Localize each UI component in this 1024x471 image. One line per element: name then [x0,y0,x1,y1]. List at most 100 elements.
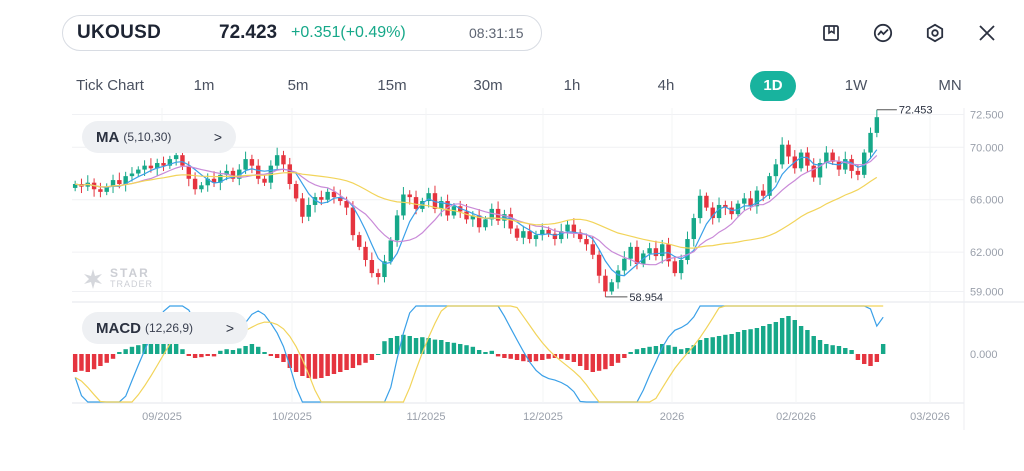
bookmark-icon[interactable] [805,20,857,46]
candle-body [312,197,318,205]
time-tick-label: 02/2026 [776,411,816,423]
tab-1w[interactable]: 1W [844,77,868,94]
candle-body [426,193,431,202]
macd-bar [407,336,412,354]
tab-1d[interactable]: 1D [750,71,796,101]
tab-1m[interactable]: 1m [193,77,215,94]
macd-bar [382,341,387,354]
candle-body [136,169,141,174]
tab-tick-chart[interactable]: Tick Chart [76,77,144,94]
candle-body [262,178,267,183]
price-tick-label: 66.000 [970,195,1004,207]
macd-bar [603,354,608,370]
macd-bar [426,338,431,354]
macd-bar [363,354,368,363]
candle-body [773,164,779,177]
macd-bar [136,345,141,354]
macd-bar [470,346,476,354]
macd-bar [199,354,204,358]
indicator-icon[interactable] [857,20,909,46]
macd-bar [874,354,880,362]
candle-body [691,218,696,240]
macd-bar [723,334,728,354]
close-icon[interactable] [961,20,1013,46]
macd-bar [805,330,810,354]
candle-body [363,246,368,260]
macd-bar [458,344,463,354]
candle-body [590,244,595,255]
macd-bar [584,354,589,370]
timeframe-tabs: Tick Chart 1m 5m 15m 30m 1h 4h 1D 1W MN [62,71,982,101]
candle-body [704,195,709,208]
macd-bar [691,345,696,354]
macd-bar [218,350,223,354]
tab-1h[interactable]: 1h [563,77,581,94]
candle-body [369,260,375,274]
macd-bar [98,354,103,366]
ticker-bar[interactable]: UKOUSD 72.423 +0.351(+0.49%) 08:31:15 [62,15,542,51]
macd-bar [117,352,122,354]
macd-bar [880,344,886,354]
macd-bar [464,345,469,354]
macd-bar [300,354,305,376]
macd-bar [237,348,242,354]
macd-bar [533,354,539,362]
candle-body [817,163,823,178]
tab-4h[interactable]: 4h [657,77,675,94]
tab-15m[interactable]: 15m [377,77,407,94]
candle-body [357,235,362,247]
macd-bar [754,328,760,354]
candle-body [678,260,684,274]
macd-indicator-pill[interactable]: MACD (12,26,9) > [82,312,248,344]
candle-body [710,207,715,219]
macd-bar [420,337,425,354]
candle-body [735,203,741,215]
candle-body [249,159,255,166]
macd-bar [439,340,444,354]
candle-body [786,144,791,157]
candle-body [647,248,652,254]
candle-body [306,204,311,217]
price-tick-label: 72.500 [970,110,1004,122]
ma-indicator-pill[interactable]: MA (5,10,30) > [82,121,236,153]
macd-bar [830,345,835,354]
macd-name: MACD [96,319,141,337]
ma5-line [75,149,878,277]
macd-bar [672,346,678,354]
candle-body [180,155,185,166]
candle-body [237,169,242,179]
candle-body [287,164,292,184]
candle-body [401,194,406,216]
macd-bar [855,354,861,360]
macd-bar [79,354,84,371]
candle-body [508,214,513,229]
candle-body [716,204,722,219]
macd-bar [590,354,595,372]
tab-30m[interactable]: 30m [473,77,503,94]
tab-5m[interactable]: 5m [287,77,309,94]
tab-mn[interactable]: MN [938,77,962,94]
candle-body [761,190,766,196]
macd-bar [192,354,198,358]
macd-bar [710,337,715,354]
candle-body [476,215,482,228]
candle-body [104,186,109,192]
candle-body [407,194,412,198]
candle-body [489,208,494,220]
candle-body [243,159,248,170]
settings-hexagon-icon[interactable] [909,20,961,46]
axes: 72.500 70.000 66.000 62.000 59.000 0.000 09/20… [142,110,1004,423]
macd-bar [843,348,848,354]
macd-bar [230,350,236,354]
star-trader-watermark: STAR TRADER [82,267,153,290]
candle-body [868,132,873,153]
time-tick-label: 11/2025 [407,411,446,423]
candle-body [779,144,785,165]
macd-bar [546,354,551,359]
price-tick-label: 62.000 [970,247,1004,259]
macd-bar [798,326,804,354]
candle-body [338,197,343,202]
macd-bar [268,354,274,356]
macd-bar [344,354,349,370]
